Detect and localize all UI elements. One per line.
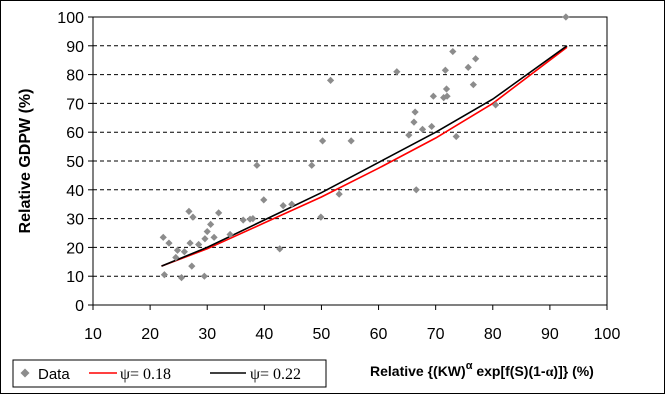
legend-psi022-value: = 0.22 [260,366,301,383]
y-axis-label: Relative GDPW (%) [17,89,34,234]
x-axis-label-suffix: )]} (%) [553,363,593,379]
data-point [412,186,420,194]
y-tick-label: 80 [66,68,84,85]
series-lines [161,45,568,267]
legend-psi018-symbol: ψ [120,366,130,383]
data-point [562,13,570,21]
data-point [177,274,186,282]
x-tick-label: 60 [370,326,388,343]
legend-box [12,359,327,388]
data-point [226,230,234,239]
legend-psi022-symbol: ψ [250,366,260,383]
series-line-psi-018 [161,46,568,267]
data-point [410,118,418,126]
y-tick-label: 30 [66,212,84,229]
data-point [186,239,194,247]
data-point [442,85,451,93]
y-tick-labels: 0 10 20 30 40 50 60 70 80 90 100 [57,10,93,315]
data-point [215,209,223,217]
data-point [326,76,335,84]
y-tick-label: 20 [66,240,84,257]
y-tick-label: 90 [66,39,84,56]
data-point [441,66,449,74]
data-point [472,55,480,63]
data-point [239,216,247,224]
x-tick-label: 90 [541,326,559,343]
x-axis-label-middle: exp[f(S)(1- [472,363,545,379]
y-tick-label: 10 [66,269,84,286]
data-point [172,253,180,262]
data-point [440,94,448,102]
data-point [308,161,316,169]
data-point [393,68,401,76]
data-point [253,161,261,169]
x-tick-label: 30 [198,326,216,343]
legend-data-label: Data [38,366,70,383]
x-tick-label: 100 [594,326,621,343]
data-point [318,137,327,145]
data-point [429,92,437,100]
data-point [469,81,477,89]
legend-psi018-label: ψ= 0.18 [120,366,171,383]
data-point [203,227,211,236]
data-point [210,233,218,241]
data-point [405,131,413,139]
data-point [185,207,193,215]
data-point [160,271,168,279]
y-tick-label: 0 [75,298,84,315]
data-point [207,220,215,228]
x-axis-label-prefix: Relative {(KW) [370,363,466,379]
data-point [449,47,457,56]
legend: Data ψ= 0.18 ψ= 0.22 [12,359,327,388]
series-line-psi-022 [161,45,568,267]
legend-psi018-value: = 0.18 [130,366,171,383]
data-point [492,101,500,109]
data-point [180,248,188,256]
data-point [317,213,325,221]
y-tick-label: 70 [66,96,84,113]
data-point [347,137,355,145]
y-tick-label: 40 [66,183,84,200]
gridlines [93,45,607,277]
x-tick-label: 20 [141,326,159,343]
data-point [335,190,343,198]
data-point [452,132,460,141]
data-point [195,240,203,249]
data-point [443,92,451,100]
x-axis-label-alpha: α [546,365,554,380]
x-tick-label: 70 [427,326,445,343]
data-point [279,202,287,210]
data-point [276,245,284,253]
y-tick-label: 100 [57,10,84,27]
data-point [249,215,257,223]
data-points [159,13,570,282]
data-point [173,246,182,254]
y-tick-label: 60 [66,125,84,142]
data-point [200,272,208,280]
data-point [159,233,167,241]
legend-data-marker [20,368,30,378]
data-point [188,262,196,270]
data-point [189,213,197,221]
data-point [288,200,296,208]
x-tick-label: 80 [484,326,502,343]
legend-psi022-label: ψ= 0.22 [250,366,301,383]
y-tick-label: 50 [66,154,84,171]
data-point [411,108,419,116]
data-point [464,63,472,71]
data-point [428,122,436,131]
x-tick-label: 50 [313,326,331,343]
data-point [260,196,268,204]
x-tick-label: 40 [255,326,273,343]
x-axis-label-superscript: α [466,360,473,372]
x-tick-labels: 10 20 30 40 50 60 70 80 90 100 [84,305,620,343]
data-point [201,235,209,243]
x-tick-label: 10 [84,326,102,343]
x-axis-label: Relative {(KW)α exp[f(S)(1-α)]} (%) [370,360,594,380]
data-point [418,125,427,133]
data-point [165,239,173,247]
